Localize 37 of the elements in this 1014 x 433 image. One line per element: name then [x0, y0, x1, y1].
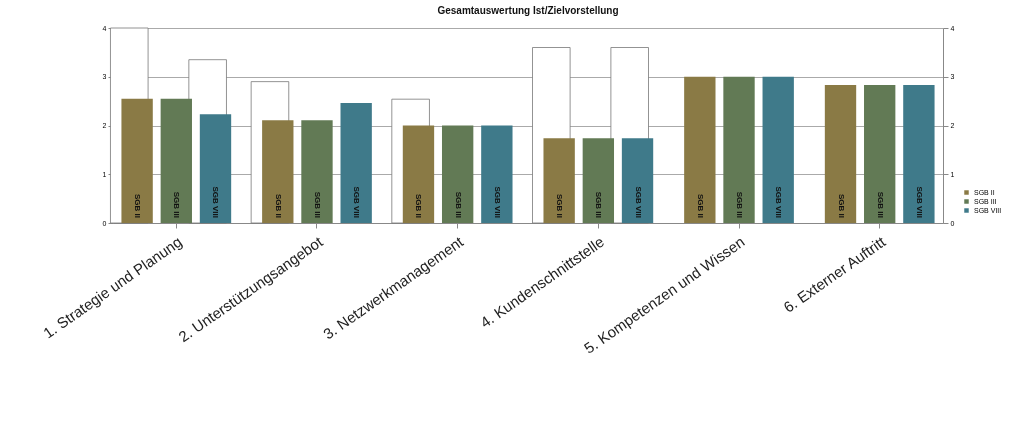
chart-title: Gesamtauswertung Ist/Zielvorstellung [437, 5, 619, 16]
bar [340, 103, 372, 223]
text: SGB II [133, 193, 143, 218]
text: SGB III [594, 191, 604, 218]
text: SGB II [273, 193, 283, 218]
text: SGB III [172, 191, 182, 218]
bar [301, 120, 333, 223]
bar [824, 85, 857, 223]
bar [481, 125, 513, 223]
bar [864, 85, 896, 223]
text: SGB III [735, 191, 745, 218]
bar [684, 76, 716, 223]
text: SGB VIII [211, 186, 221, 218]
bar [582, 138, 615, 223]
bar [402, 125, 435, 223]
bar [723, 76, 755, 223]
bar [262, 120, 294, 223]
text: SGB II [695, 193, 705, 218]
text: SGB III [453, 191, 463, 218]
text: SGB VIII [492, 186, 502, 218]
bar [121, 98, 153, 223]
bar [543, 138, 575, 223]
bar [441, 125, 474, 223]
text: SGB III [875, 191, 885, 218]
text: SGB III [312, 191, 322, 218]
text: SGB II [414, 193, 424, 218]
text: SGB VIII [914, 186, 924, 218]
text: SGB II [836, 193, 846, 218]
text: SGB II [555, 193, 565, 218]
text: SGB VIII [774, 186, 784, 218]
bar [762, 76, 794, 223]
bar [903, 85, 935, 223]
bar [621, 138, 654, 223]
text: SGB VIII [352, 186, 362, 218]
text: SGB VIII [633, 186, 643, 218]
bar [199, 114, 232, 223]
bar [160, 98, 192, 223]
